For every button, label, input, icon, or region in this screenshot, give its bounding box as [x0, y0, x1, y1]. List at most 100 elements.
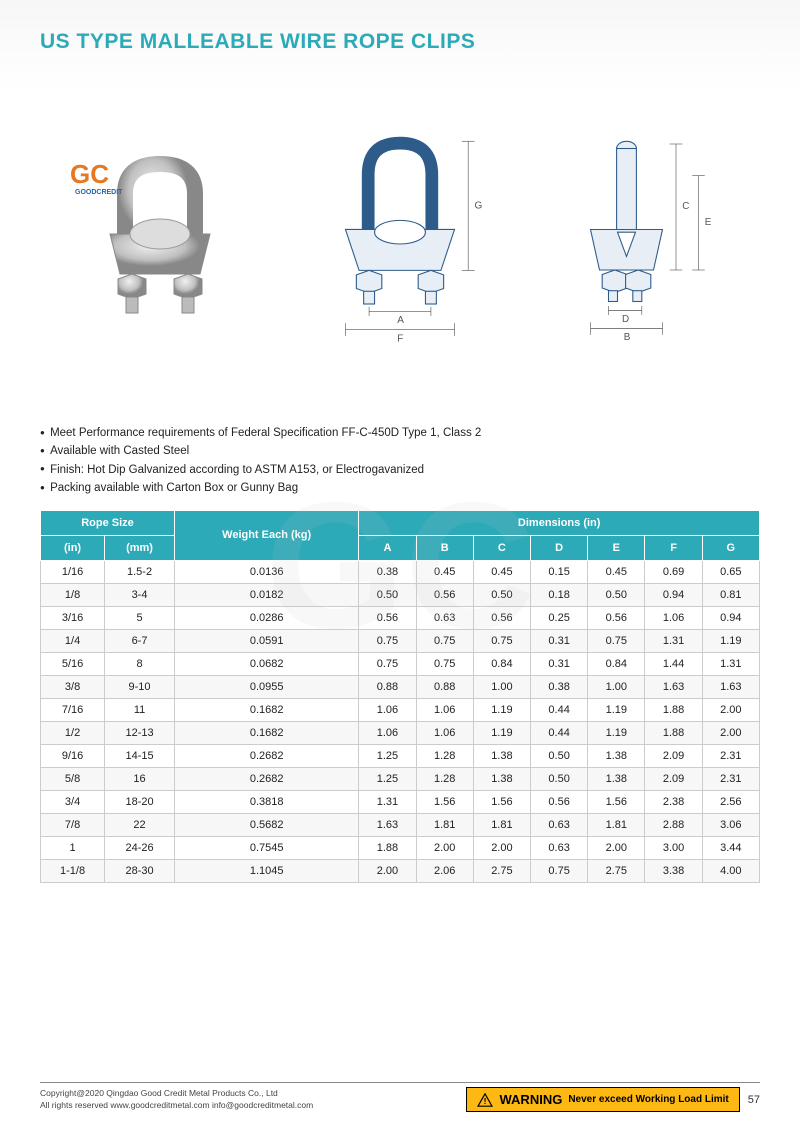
table-cell: 0.0182 — [174, 583, 358, 606]
table-cell: 1.00 — [588, 675, 645, 698]
table-cell: 1.1045 — [174, 859, 358, 882]
table-cell: 1 — [41, 836, 105, 859]
dim-b: B — [624, 332, 631, 343]
table-cell: 1/4 — [41, 629, 105, 652]
table-cell: 2.00 — [702, 698, 759, 721]
th-sub: (mm) — [105, 535, 175, 560]
table-cell: 1.31 — [645, 629, 702, 652]
table-cell: 0.56 — [473, 606, 530, 629]
table-cell: 1.06 — [416, 698, 473, 721]
table-cell: 0.81 — [702, 583, 759, 606]
tech-drawing-side: C E D B — [540, 124, 740, 344]
table-cell: 24-26 — [105, 836, 175, 859]
spec-list: Meet Performance requirements of Federal… — [40, 424, 760, 498]
tech-drawing-front: A F G — [300, 124, 500, 344]
table-cell: 0.65 — [702, 560, 759, 583]
dim-c: C — [682, 201, 689, 212]
table-cell: 2.00 — [473, 836, 530, 859]
table-row: 5/1680.06820.750.750.840.310.841.441.31 — [41, 652, 760, 675]
footer-text: Copyright@2020 Qingdao Good Credit Metal… — [40, 1088, 313, 1110]
table-cell: 3.00 — [645, 836, 702, 859]
warning-text: Never exceed Working Load Limit — [568, 1094, 728, 1105]
table-cell: 1.88 — [645, 721, 702, 744]
table-cell: 2.06 — [416, 859, 473, 882]
table-cell: 0.75 — [473, 629, 530, 652]
table-cell: 1.28 — [416, 767, 473, 790]
table-cell: 0.0136 — [174, 560, 358, 583]
table-cell: 1.56 — [588, 790, 645, 813]
table-row: 3/1650.02860.560.630.560.250.561.060.94 — [41, 606, 760, 629]
table-cell: 1.31 — [359, 790, 416, 813]
table-cell: 0.2682 — [174, 767, 358, 790]
table-cell: 2.38 — [645, 790, 702, 813]
table-cell: 0.7545 — [174, 836, 358, 859]
table-cell: 6-7 — [105, 629, 175, 652]
table-cell: 1/16 — [41, 560, 105, 583]
table-cell: 2.00 — [359, 859, 416, 882]
diagram-area: GC GOODCREDIT — [40, 104, 760, 364]
table-cell: 3.06 — [702, 813, 759, 836]
th-sub: F — [645, 535, 702, 560]
table-cell: 0.31 — [531, 652, 588, 675]
table-cell: 0.18 — [531, 583, 588, 606]
table-cell: 1.06 — [416, 721, 473, 744]
product-illustration: GC GOODCREDIT — [60, 134, 260, 334]
table-cell: 3/16 — [41, 606, 105, 629]
table-cell: 0.88 — [416, 675, 473, 698]
table-row: 1/46-70.05910.750.750.750.310.751.311.19 — [41, 629, 760, 652]
table-row: 1-1/828-301.10452.002.062.750.752.753.38… — [41, 859, 760, 882]
th-sub: D — [531, 535, 588, 560]
table-cell: 1.06 — [645, 606, 702, 629]
table-row: 1/83-40.01820.500.560.500.180.500.940.81 — [41, 583, 760, 606]
th-sub: A — [359, 535, 416, 560]
table-cell: 0.50 — [531, 744, 588, 767]
table-row: 5/8160.26821.251.281.380.501.382.092.31 — [41, 767, 760, 790]
table-cell: 1.19 — [588, 721, 645, 744]
dim-g: G — [475, 201, 483, 212]
spec-item: Finish: Hot Dip Galvanized according to … — [40, 461, 760, 479]
table-cell: 0.44 — [531, 721, 588, 744]
table-cell: 0.63 — [416, 606, 473, 629]
table-cell: 0.63 — [531, 813, 588, 836]
table-cell: 0.1682 — [174, 721, 358, 744]
table-cell: 1.38 — [588, 767, 645, 790]
table-cell: 0.75 — [416, 629, 473, 652]
table-cell: 1.5-2 — [105, 560, 175, 583]
table-cell: 1.38 — [588, 744, 645, 767]
table-row: 124-260.75451.882.002.000.632.003.003.44 — [41, 836, 760, 859]
table-cell: 0.75 — [531, 859, 588, 882]
th-sub: E — [588, 535, 645, 560]
table-row: 1/161.5-20.01360.380.450.450.150.450.690… — [41, 560, 760, 583]
table-row: 7/8220.56821.631.811.810.631.812.883.06 — [41, 813, 760, 836]
table-cell: 0.84 — [588, 652, 645, 675]
table-cell: 1.31 — [702, 652, 759, 675]
table-cell: 5 — [105, 606, 175, 629]
table-cell: 8 — [105, 652, 175, 675]
spec-item: Available with Casted Steel — [40, 442, 760, 460]
table-cell: 0.63 — [531, 836, 588, 859]
table-cell: 14-15 — [105, 744, 175, 767]
table-cell: 0.94 — [702, 606, 759, 629]
table-cell: 16 — [105, 767, 175, 790]
table-cell: 0.0682 — [174, 652, 358, 675]
page-footer: Copyright@2020 Qingdao Good Credit Metal… — [40, 1082, 760, 1112]
table-cell: 0.45 — [416, 560, 473, 583]
table-cell: 1.38 — [473, 767, 530, 790]
table-cell: 1.06 — [359, 721, 416, 744]
table-cell: 1-1/8 — [41, 859, 105, 882]
table-cell: 0.45 — [588, 560, 645, 583]
table-cell: 1.19 — [473, 698, 530, 721]
warning-box: ! WARNING Never exceed Working Load Limi… — [466, 1087, 739, 1112]
table-cell: 2.09 — [645, 767, 702, 790]
table-cell: 18-20 — [105, 790, 175, 813]
table-cell: 1/2 — [41, 721, 105, 744]
table-row: 3/89-100.09550.880.881.000.381.001.631.6… — [41, 675, 760, 698]
table-cell: 0.1682 — [174, 698, 358, 721]
table-cell: 1.63 — [702, 675, 759, 698]
copyright: Copyright@2020 Qingdao Good Credit Metal… — [40, 1088, 313, 1099]
th-sub: G — [702, 535, 759, 560]
warning-icon: ! — [477, 1093, 493, 1107]
table-cell: 0.75 — [359, 629, 416, 652]
table-cell: 1.19 — [588, 698, 645, 721]
table-cell: 7/16 — [41, 698, 105, 721]
